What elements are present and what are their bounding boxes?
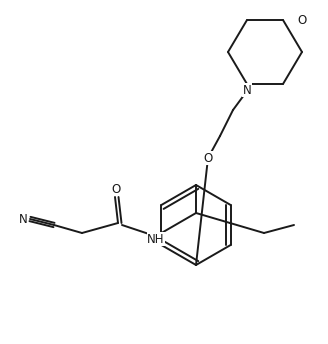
Text: O: O [203, 151, 213, 164]
Text: NH: NH [147, 233, 165, 246]
Text: N: N [19, 213, 27, 226]
Text: O: O [112, 183, 121, 195]
Text: O: O [297, 13, 307, 26]
Text: N: N [243, 84, 251, 97]
